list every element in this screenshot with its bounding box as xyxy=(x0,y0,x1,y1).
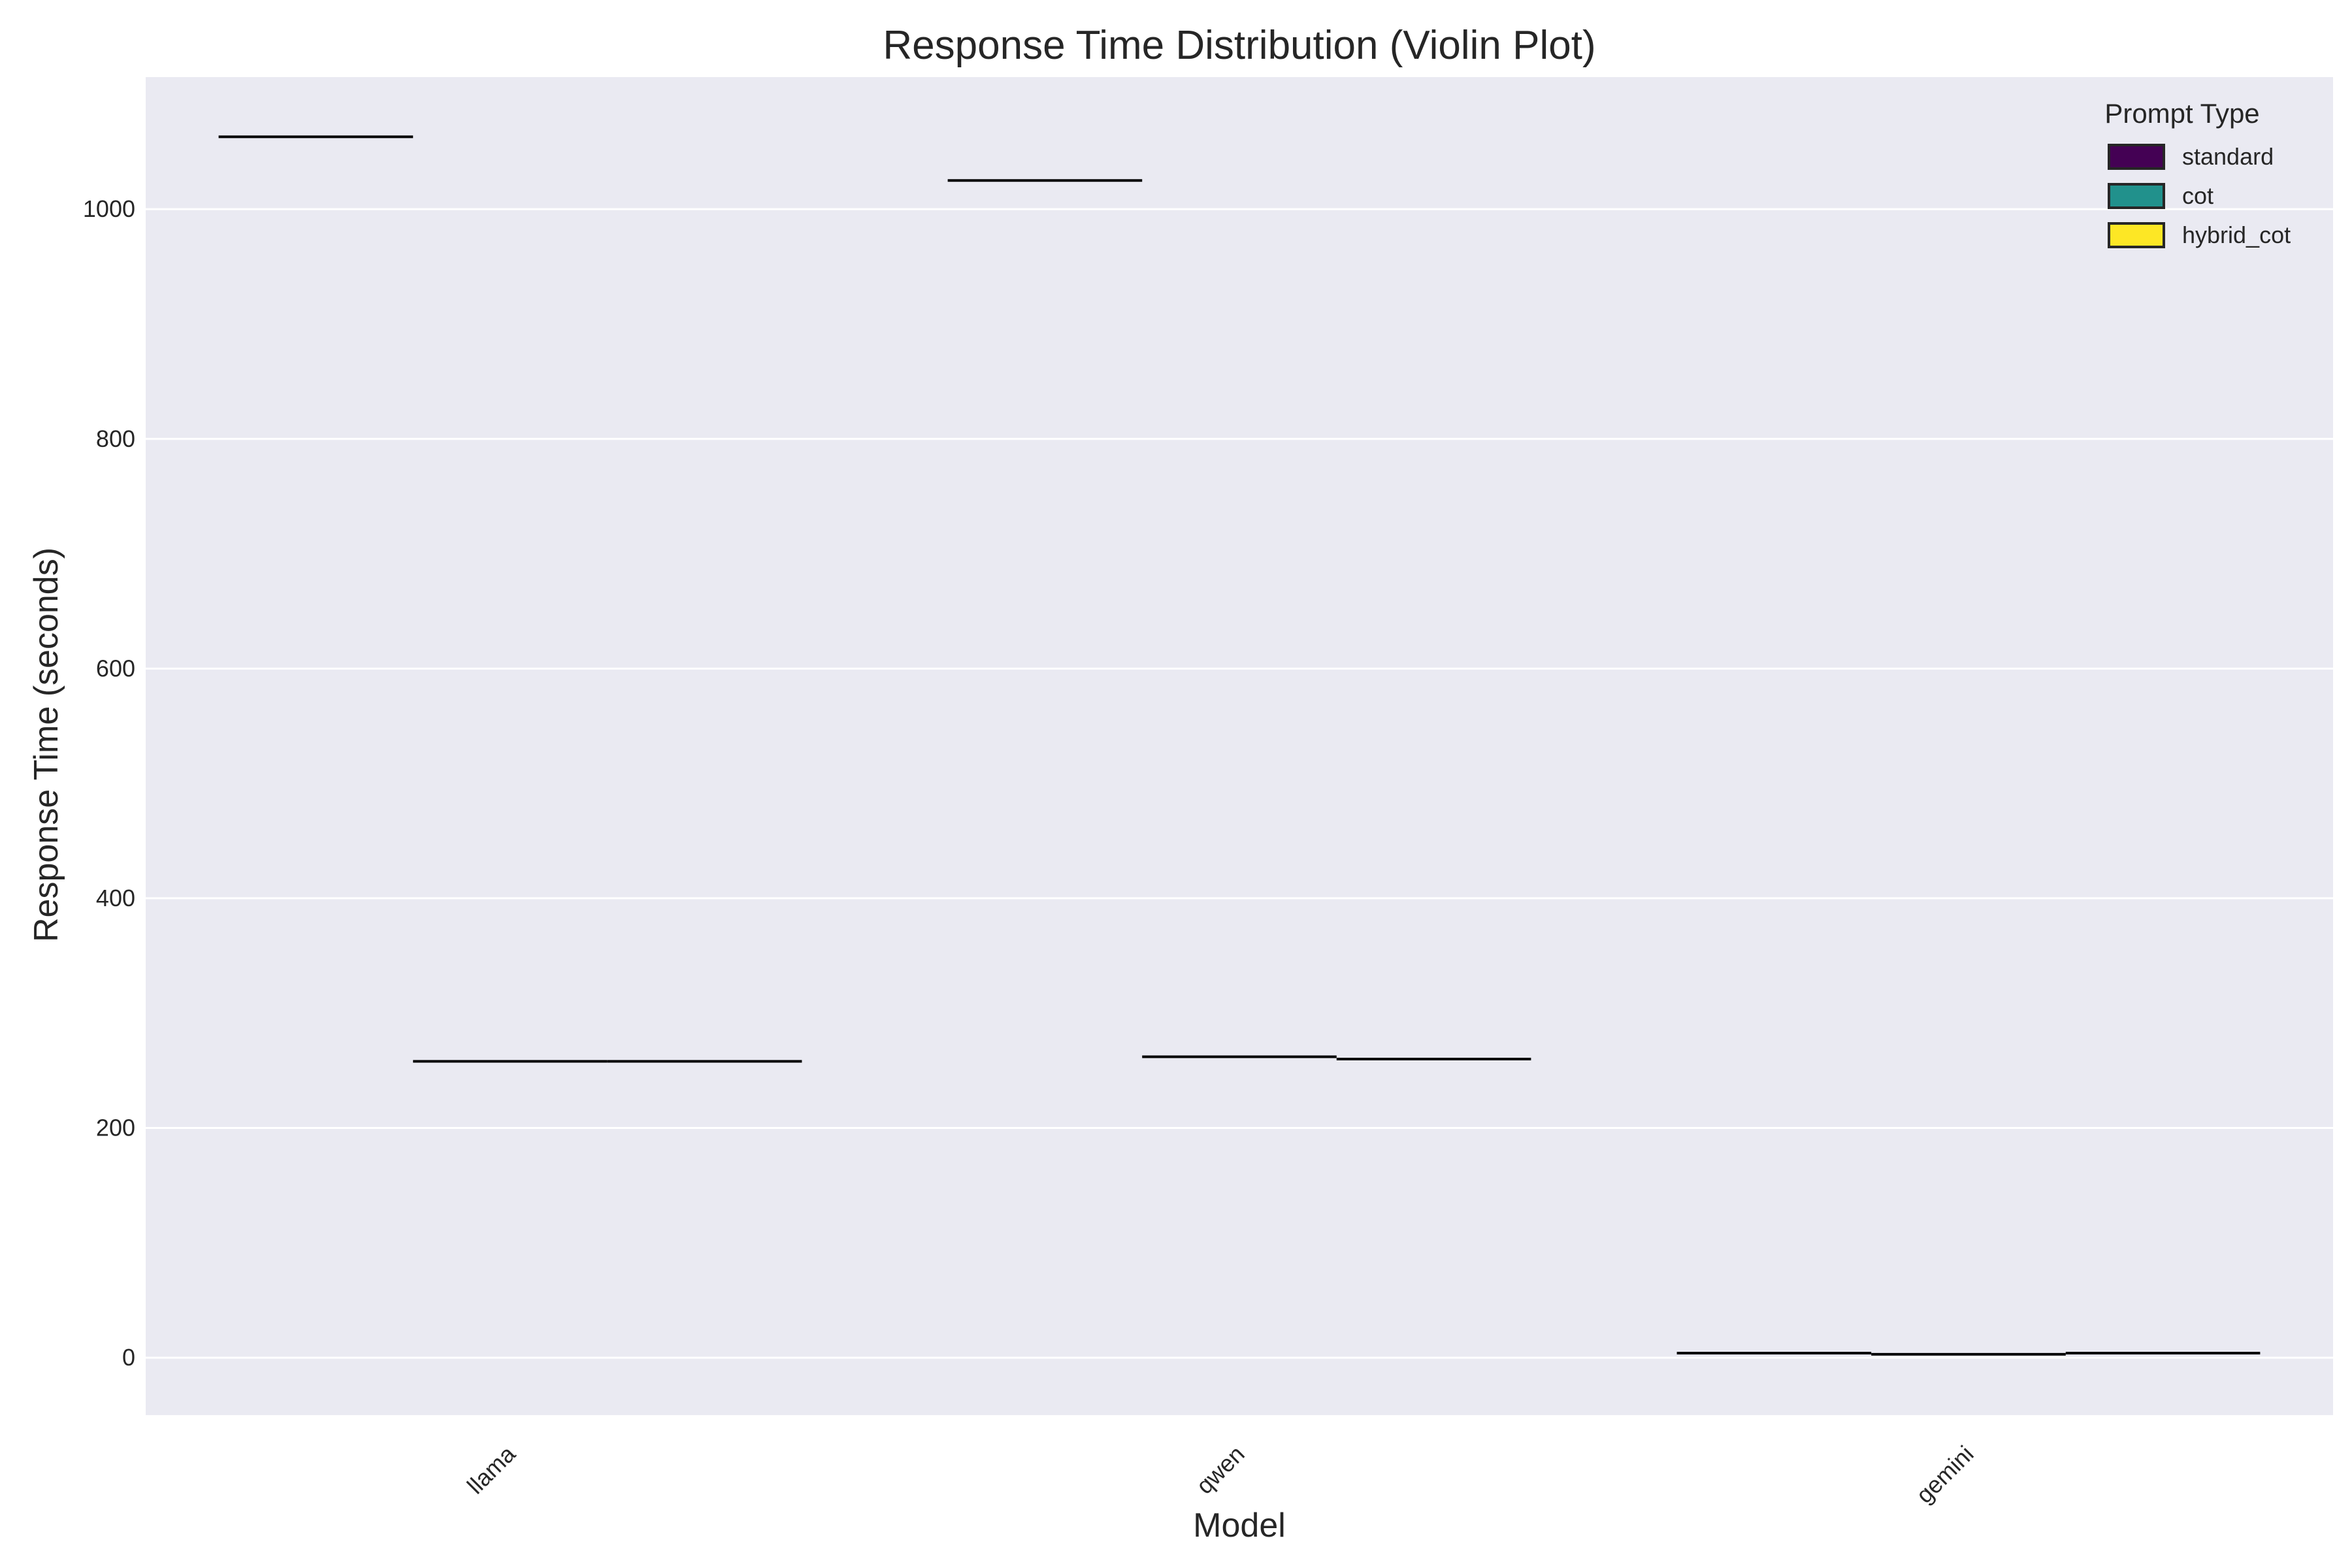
x-tick-label: llama xyxy=(462,1440,521,1499)
y-tick-label: 0 xyxy=(122,1344,135,1371)
y-axis-label: Response Time (seconds) xyxy=(27,547,65,942)
legend-label-hybrid_cot: hybrid_cot xyxy=(2182,221,2291,248)
x-axis-ticks: llama qwen gemini xyxy=(462,1440,1979,1509)
y-tick-label: 800 xyxy=(96,425,135,452)
legend-label-cot: cot xyxy=(2182,182,2213,209)
grid-lines xyxy=(146,208,2333,1359)
legend-swatch-hybrid_cot xyxy=(2108,222,2165,248)
y-axis-ticks: 0 200 400 600 800 1000 xyxy=(83,195,135,1371)
x-tick-label: gemini xyxy=(1911,1441,1979,1509)
chart-title: Response Time Distribution (Violin Plot) xyxy=(883,23,1595,68)
violin-marks xyxy=(218,135,2261,1356)
y-tick-label: 600 xyxy=(96,655,135,681)
y-tick-label: 400 xyxy=(96,885,135,911)
legend-label-standard: standard xyxy=(2182,143,2274,170)
legend-title: Prompt Type xyxy=(2104,98,2259,129)
legend-swatch-cot xyxy=(2108,183,2165,209)
y-tick-label: 200 xyxy=(96,1115,135,1141)
y-tick-label: 1000 xyxy=(83,195,135,222)
x-axis-label: Model xyxy=(1193,1507,1286,1544)
plot-area xyxy=(146,77,2333,1415)
legend: Prompt Type standard cot hybrid_cot xyxy=(2104,98,2291,248)
x-tick-label: qwen xyxy=(1191,1441,1250,1499)
legend-swatch-standard xyxy=(2108,144,2165,170)
